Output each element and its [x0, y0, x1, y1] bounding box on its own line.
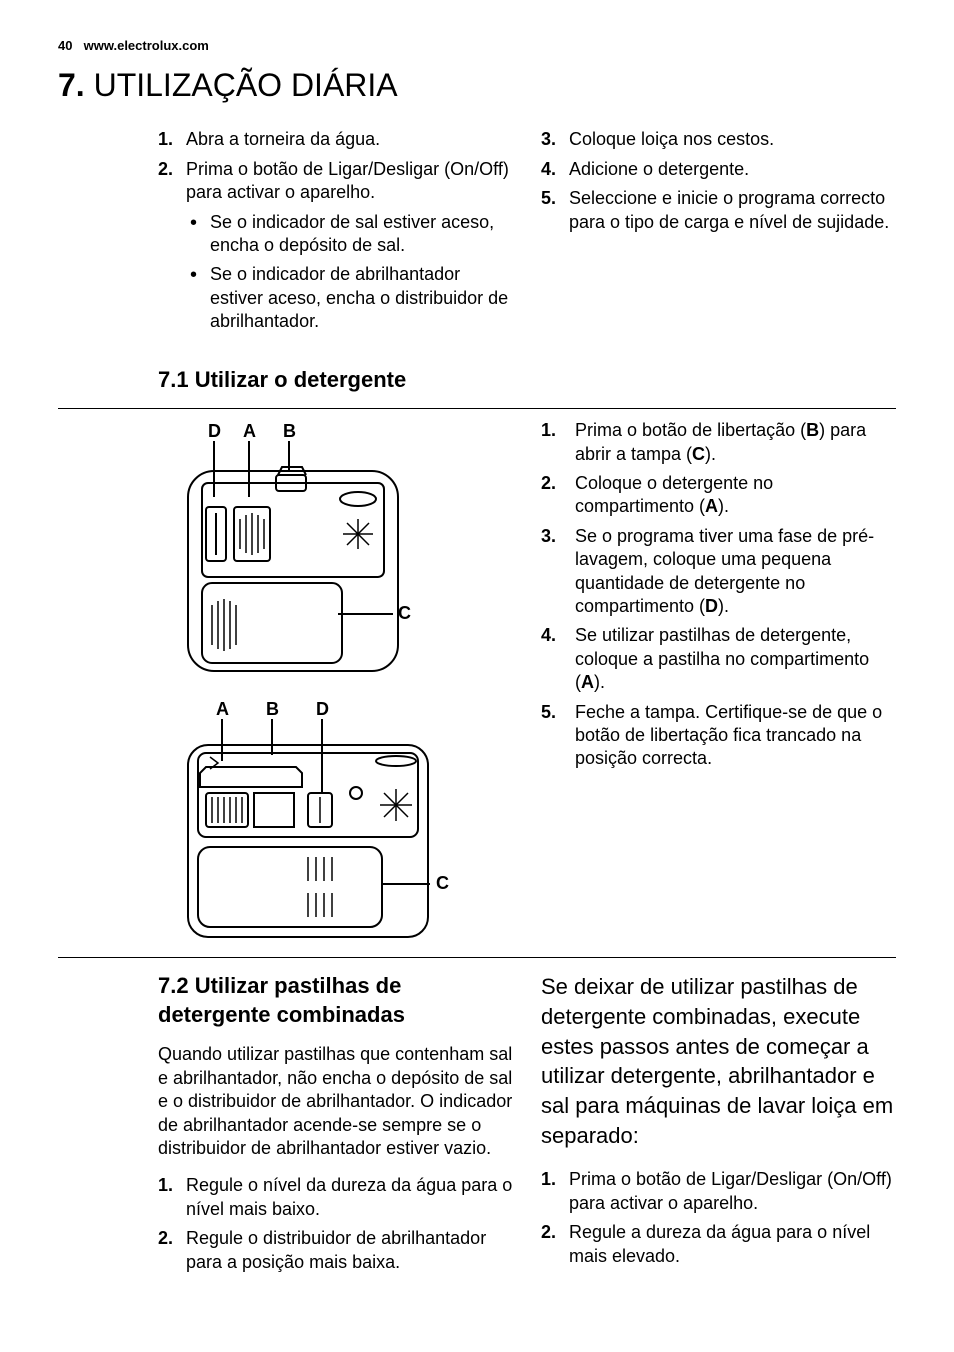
intro-left-list: 1. Abra a torneira da água. 2. Prima o b… [158, 128, 513, 339]
intro-left-col: 1. Abra a torneira da água. 2. Prima o b… [58, 128, 513, 345]
svg-text:B: B [283, 421, 296, 441]
list-item: 1.Regule o nível da dureza da água para … [158, 1174, 513, 1221]
section-72-left: 7.2 Utilizar pastilhas de detergente com… [58, 972, 513, 1280]
list-item: 2. Coloque o detergente no compartimento… [541, 472, 896, 519]
figures-col: D A B C [58, 419, 513, 947]
steps-71-list: 1. Prima o botão de libertação (B) para … [541, 419, 896, 770]
list-item: 1. Abra a torneira da água. [158, 128, 513, 151]
intro-right-list: 3.Coloque loiça nos cestos. 4.Adicione o… [541, 128, 896, 234]
svg-text:C: C [398, 603, 411, 623]
list-item: 3.Coloque loiça nos cestos. [541, 128, 896, 151]
steps-71-col: 1. Prima o botão de libertação (B) para … [541, 419, 896, 947]
sub-item: Se o indicador de abrilhantador estiver … [186, 263, 513, 333]
list-item: 5.Seleccione e inicie o programa correct… [541, 187, 896, 234]
list-item: 5. Feche a tampa. Certifique-se de que o… [541, 701, 896, 771]
svg-text:B: B [266, 699, 279, 719]
section-heading: UTILIZAÇÃO DIÁRIA [94, 67, 398, 103]
svg-text:A: A [243, 421, 256, 441]
list-item: 4. Se utilizar pastilhas de detergente, … [541, 624, 896, 694]
intro-right-col: 3.Coloque loiça nos cestos. 4.Adicione o… [541, 128, 896, 345]
section-72-right: Se deixar de utilizar pastilhas de deter… [541, 972, 896, 1280]
list-item: 2.Regule a dureza da água para o nível m… [541, 1221, 896, 1268]
subsection-72-title: 7.2 Utilizar pastilhas de detergente com… [158, 972, 513, 1029]
list-item: 2.Regule o distribuidor de abrilhantador… [158, 1227, 513, 1274]
detergent-diagram-1: D A B C [158, 419, 513, 679]
intro-72-right: Se deixar de utilizar pastilhas de deter… [541, 972, 896, 1150]
section-72-row: 7.2 Utilizar pastilhas de detergente com… [58, 972, 896, 1280]
list-72-right: 1.Prima o botão de Ligar/Desligar (On/Of… [541, 1168, 896, 1268]
sub-list: Se o indicador de sal estiver aceso, enc… [186, 211, 513, 334]
sub-item: Se o indicador de sal estiver aceso, enc… [186, 211, 513, 258]
list-item: 3. Se o programa tiver uma fase de pré-l… [541, 525, 896, 619]
detergent-diagram-2: A B D C [158, 697, 513, 947]
section-71-row: D A B C [58, 419, 896, 947]
list-item: 1. Prima o botão de libertação (B) para … [541, 419, 896, 466]
list-item: 4.Adicione o detergente. [541, 158, 896, 181]
para-72: Quando utilizar pastilhas que contenham … [158, 1043, 513, 1160]
list-item: 1.Prima o botão de Ligar/Desligar (On/Of… [541, 1168, 896, 1215]
svg-text:D: D [316, 699, 329, 719]
list-item: 2. Prima o botão de Ligar/Desligar (On/O… [158, 158, 513, 340]
page-header: 40 www.electrolux.com [58, 38, 896, 55]
page-number: 40 [58, 38, 80, 55]
intro-columns: 1. Abra a torneira da água. 2. Prima o b… [58, 128, 896, 345]
svg-text:C: C [436, 873, 449, 893]
site-url: www.electrolux.com [84, 38, 209, 53]
divider [58, 408, 896, 409]
list-72-left: 1.Regule o nível da dureza da água para … [158, 1174, 513, 1274]
subsection-71-title: 7.1 Utilizar o detergente [58, 366, 896, 395]
divider [58, 957, 896, 958]
section-number: 7. [58, 67, 85, 103]
svg-text:D: D [208, 421, 221, 441]
svg-text:A: A [216, 699, 229, 719]
section-title: 7. UTILIZAÇÃO DIÁRIA [58, 65, 896, 107]
